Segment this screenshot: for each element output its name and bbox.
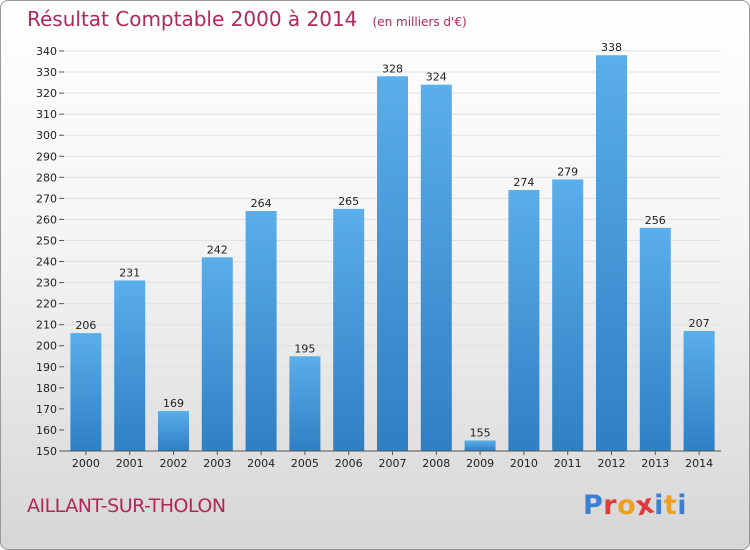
- x-tick-label: 2014: [685, 457, 713, 470]
- y-tick-label: 220: [36, 298, 57, 311]
- logo-letter: o: [617, 490, 637, 521]
- x-tick-label: 2012: [598, 457, 626, 470]
- x-tick-label: 2002: [160, 457, 188, 470]
- bar: [201, 257, 233, 451]
- bar-value-label: 279: [557, 165, 578, 178]
- y-tick-label: 310: [36, 108, 57, 121]
- logo-letter: P: [583, 490, 604, 521]
- bar-value-label: 242: [207, 243, 228, 256]
- x-tick-label: 2013: [641, 457, 669, 470]
- y-tick-label: 320: [36, 87, 57, 100]
- bar: [70, 333, 102, 451]
- y-tick-label: 330: [36, 66, 57, 79]
- proxiti-logo: Proxiti: [583, 488, 688, 522]
- bar-value-label: 195: [294, 342, 315, 355]
- bar: [289, 356, 321, 451]
- bar-value-label: 338: [601, 41, 622, 54]
- bar-value-label: 231: [119, 266, 140, 279]
- bars: 206 231 169 242 264 195 265 328 324 155 274 279 338 2…: [70, 41, 715, 452]
- x-axis-ticks: 2000 2001 2002 2003 2004 2005 2006 2007 2008 2009…: [72, 451, 713, 470]
- bar: [596, 55, 627, 452]
- bar-value-label: 274: [513, 176, 534, 189]
- bar: [420, 84, 452, 452]
- y-tick-label: 260: [36, 213, 57, 226]
- chart-subtitle: (en milliers d'€): [372, 15, 467, 29]
- y-tick-label: 150: [36, 445, 57, 458]
- chart-title: Résultat Comptable 2000 à 2014: [27, 7, 358, 31]
- logo-letter: r: [603, 490, 618, 521]
- x-tick-label: 2007: [379, 457, 407, 470]
- bar-value-label: 265: [338, 195, 359, 208]
- bar-value-label: 256: [645, 214, 666, 227]
- bar: [464, 440, 496, 451]
- logo-letter: t: [663, 490, 678, 521]
- y-tick-label: 340: [36, 45, 57, 58]
- y-tick-label: 170: [36, 403, 57, 416]
- logo-letter: i: [654, 490, 664, 521]
- x-tick-label: 2004: [247, 457, 275, 470]
- bar: [114, 280, 146, 451]
- bar: [683, 331, 715, 451]
- y-tick-label: 250: [36, 234, 57, 247]
- bar: [552, 179, 584, 451]
- y-tick-label: 280: [36, 171, 57, 184]
- y-tick-label: 210: [36, 319, 57, 332]
- bar-value-label: 155: [470, 426, 491, 439]
- bar-value-label: 324: [426, 71, 447, 84]
- x-tick-label: 2003: [203, 457, 231, 470]
- x-tick-label: 2011: [554, 457, 582, 470]
- location-name: AILLANT-SUR-THOLON: [27, 495, 226, 517]
- x-tick-label: 2008: [422, 457, 450, 470]
- y-tick-label: 290: [36, 150, 57, 163]
- bar: [333, 208, 365, 451]
- x-tick-label: 2006: [335, 457, 363, 470]
- bar-value-label: 328: [382, 62, 403, 75]
- bar: [158, 411, 189, 451]
- bar: [377, 76, 408, 452]
- y-tick-label: 300: [36, 129, 57, 142]
- y-tick-label: 160: [36, 424, 57, 437]
- bar: [245, 211, 277, 451]
- x-tick-label: 2001: [116, 457, 144, 470]
- y-tick-label: 190: [36, 361, 57, 374]
- y-tick-label: 240: [36, 256, 57, 269]
- bar: [508, 189, 540, 451]
- y-tick-label: 230: [36, 277, 57, 290]
- bar-value-label: 206: [75, 319, 96, 332]
- x-tick-label: 2000: [72, 457, 100, 470]
- y-tick-label: 180: [36, 382, 57, 395]
- bar: [639, 227, 671, 451]
- x-tick-label: 2010: [510, 457, 538, 470]
- bar-value-label: 207: [689, 317, 710, 330]
- bar-value-label: 264: [251, 197, 272, 210]
- y-axis-ticks: 150 160 170 180 190 200 210 220 230 240 250 260 270 2…: [36, 45, 64, 458]
- x-tick-label: 2009: [466, 457, 494, 470]
- logo-letter: i: [677, 490, 688, 521]
- chart-header: Résultat Comptable 2000 à 2014 (en milli…: [27, 7, 467, 31]
- y-tick-label: 200: [36, 340, 57, 353]
- bar-value-label: 169: [163, 397, 184, 410]
- y-tick-label: 270: [36, 192, 57, 205]
- x-tick-label: 2005: [291, 457, 319, 470]
